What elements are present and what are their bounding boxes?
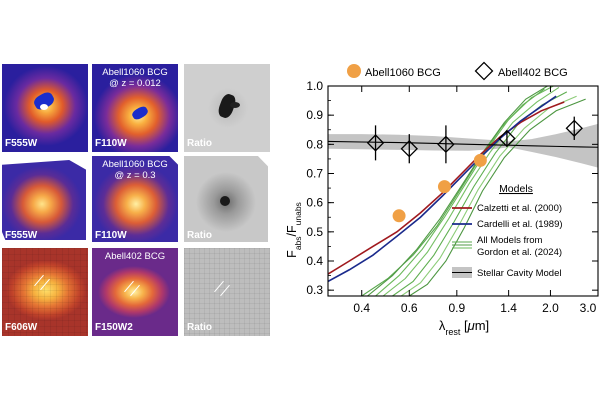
filter-label: F555W <box>5 138 38 149</box>
panel-title-line1: Abell1060 BCG <box>102 159 168 170</box>
y-tick-label: 0.6 <box>306 196 323 210</box>
legend-label-calzetti: Calzetti et al. (2000) <box>477 203 562 214</box>
panel-title-line2: @ z = 0.3 <box>114 170 156 181</box>
abell1060-point <box>392 209 406 223</box>
filter-label: Ratio <box>187 230 212 241</box>
legend-marker-abell402 <box>474 61 494 81</box>
image-panel-row3-col2: Abell402 BCG F150W2 <box>92 248 178 336</box>
x-tick-label: 2.0 <box>542 301 559 315</box>
abell1060-point <box>437 180 451 194</box>
image-panel-row1-col3: Ratio <box>184 64 270 152</box>
panel-title-line2: @ z = 0.012 <box>109 78 161 89</box>
filter-label: Ratio <box>187 322 212 333</box>
panel-title-line1: Abell1060 BCG <box>102 67 168 78</box>
abell402-point <box>437 135 455 154</box>
x-tick-label: 0.6 <box>401 301 418 315</box>
gordon-model-line <box>400 95 577 296</box>
y-tick-label: 0.5 <box>306 225 323 239</box>
legend-label-gordon-2: Gordon et al. (2024) <box>477 247 562 258</box>
cardelli-line <box>328 95 557 283</box>
x-tick-label: 0.9 <box>448 301 465 315</box>
plot-frame <box>327 85 599 297</box>
abell402-point <box>565 119 583 137</box>
cavity-model-line <box>328 140 598 148</box>
image-panel-row2-col3: Ratio <box>184 156 270 244</box>
legend-label-gordon-1: All Models from <box>477 235 543 246</box>
filter-label: F110W <box>95 230 127 241</box>
y-tick-label: 0.7 <box>306 167 323 181</box>
x-tick-label: 1.4 <box>500 301 517 315</box>
calzetti-line <box>328 101 565 275</box>
image-panel-row2-col1: F555W <box>2 156 88 244</box>
ratio-dark-feature <box>220 196 230 206</box>
legend-label-cavity: Stellar Cavity Model <box>477 268 561 279</box>
gordon-model-line <box>408 98 586 296</box>
legend-title: Models <box>499 183 533 195</box>
dust-spot <box>40 104 48 110</box>
filter-label: F150W2 <box>95 322 133 333</box>
filter-label: F555W <box>5 230 38 241</box>
x-tick-label: 0.4 <box>353 301 370 315</box>
abell402-point <box>366 134 385 152</box>
filter-label: F110W <box>95 138 127 149</box>
legend-label-cardelli: Cardelli et al. (1989) <box>477 219 563 230</box>
y-tick-label: 1.0 <box>306 79 323 93</box>
x-axis-label: λrest [μm] <box>439 318 489 337</box>
plot-area: 0.4 0.6 0.9 1.4 2.0 3.0 0.3 0.4 0.5 0.6 0.7 0.8 0.9 1… <box>306 79 599 315</box>
top-legend: Abell1060 BCG Abell402 BCG <box>347 61 568 81</box>
image-panel-row3-col3: Ratio <box>184 248 270 336</box>
gordon-model-line <box>382 86 560 296</box>
filter-label: Ratio <box>187 138 212 149</box>
image-panel-row1-col2: Abell1060 BCG @ z = 0.012 F110W <box>92 64 178 152</box>
legend-label-abell402: Abell402 BCG <box>498 67 568 79</box>
legend-marker-abell1060 <box>347 64 361 78</box>
gordon-model-line <box>375 86 554 296</box>
filter-label: F606W <box>5 322 38 333</box>
x-tick-label: 3.0 <box>580 301 597 315</box>
abell402-point <box>498 129 516 148</box>
image-panel-row3-col1: F606W <box>2 248 88 336</box>
y-axis-label: Fabs/Funabs <box>285 202 303 258</box>
abell1060-point <box>473 153 487 167</box>
panel-title-line1: Abell402 BCG <box>104 251 166 262</box>
y-tick-label: 0.8 <box>306 137 323 151</box>
cavity-band <box>328 123 598 168</box>
image-panel-row2-col2: Abell1060 BCG @ z = 0.3 F110W <box>92 156 178 244</box>
ratio-dark-feature <box>230 102 240 108</box>
legend-label-abell1060: Abell1060 BCG <box>365 67 441 79</box>
gordon-model-line <box>367 86 548 296</box>
y-tick-label: 0.3 <box>306 283 323 297</box>
image-panel-row1-col1: F555W <box>2 64 88 152</box>
extinction-chart: Abell1060 BCG Abell402 BCG Fabs/Funabs λ… <box>285 61 599 337</box>
y-tick-label: 0.9 <box>306 108 323 122</box>
panel-grid: F555W Abell1060 BCG @ z = 0.012 F110W Ra… <box>2 64 270 336</box>
y-tick-label: 0.4 <box>306 254 323 268</box>
models-legend: Models Calzetti et al. (2000) Cardelli e… <box>452 183 563 279</box>
abell402-point <box>400 140 418 158</box>
